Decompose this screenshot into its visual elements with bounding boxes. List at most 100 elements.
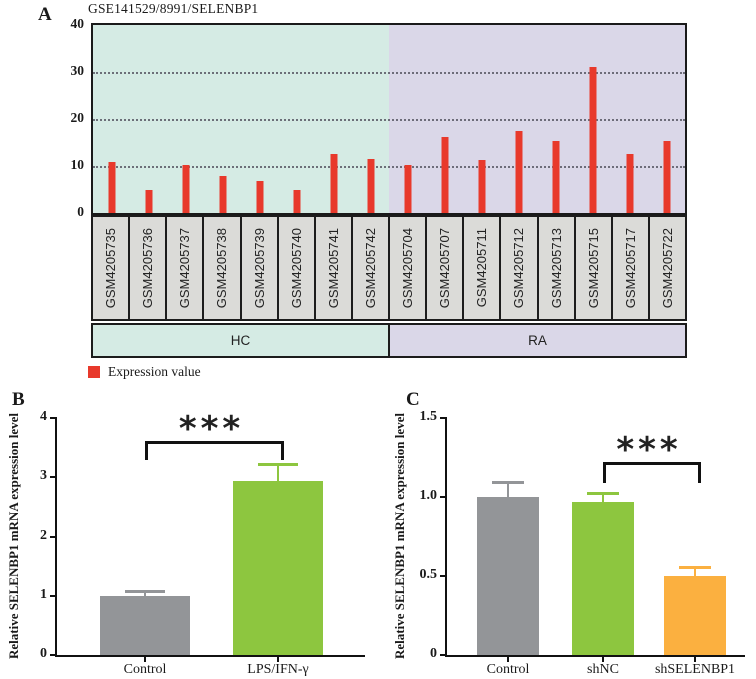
expression-bar (441, 137, 448, 213)
error-bar-cap (679, 566, 711, 570)
sample-label: GSM4205713 (548, 227, 564, 309)
panel-a-group-band: HC RA (91, 323, 687, 358)
value-bar (477, 497, 539, 655)
sample-label: GSM4205707 (437, 227, 453, 309)
sample-label-box: GSM4205712 (499, 215, 539, 321)
y-tick-mark (440, 417, 447, 419)
panel-b-label: B (12, 389, 25, 410)
error-bar-cap (258, 463, 298, 467)
sample-label: GSM4205740 (288, 227, 304, 309)
sample-label-box: GSM4205707 (425, 215, 465, 321)
error-bar-cap (125, 589, 165, 593)
y-tick-label: 0 (430, 646, 437, 661)
x-category-label: shSELENBP1 (654, 662, 736, 677)
y-tick-label: 0.5 (419, 567, 438, 582)
sample-label-box: GSM4205742 (350, 215, 390, 321)
expression-bar (108, 161, 115, 213)
y-tick-mark (50, 594, 57, 597)
error-bar-stem (602, 493, 604, 504)
x-tick-mark (277, 657, 279, 662)
value-bar (572, 501, 634, 655)
group-label-hc: HC (91, 323, 390, 358)
x-tick-mark (694, 657, 696, 662)
expression-bar (293, 190, 300, 213)
sample-label-box: GSM4205715 (573, 215, 613, 321)
y-tick-label: 1.5 (419, 409, 438, 424)
y-tick-label: 4 (40, 409, 47, 424)
panel-a-legend: Expression value (88, 364, 201, 380)
value-bar (100, 595, 190, 655)
sample-label-box: GSM4205737 (165, 215, 205, 321)
error-bar-cap (587, 491, 619, 495)
y-tick-mark (440, 496, 447, 498)
y-tick-label: 1 (40, 586, 47, 602)
sample-label: GSM4205715 (585, 227, 601, 309)
sample-label: GSM4205741 (325, 227, 341, 309)
error-bar-stem (277, 465, 279, 484)
expression-bar (478, 160, 485, 213)
y-tick-mark (50, 535, 57, 538)
panel-c-label: C (406, 389, 420, 410)
sample-label-box: GSM4205713 (536, 215, 576, 321)
expression-bar (330, 154, 337, 213)
error-bar-stem (144, 591, 146, 598)
expression-bar (219, 176, 226, 213)
expression-bar (256, 181, 263, 213)
sample-label: GSM4205739 (251, 227, 267, 309)
expression-bar (515, 130, 522, 213)
panel-a-title: GSE141529/8991/SELENBP1 (88, 1, 259, 16)
x-category-label: Control (123, 662, 167, 677)
expression-bar (663, 140, 670, 213)
y-tick-mark (50, 476, 57, 479)
sample-label-box: GSM4205722 (647, 215, 687, 321)
sample-label-box: GSM4205717 (610, 215, 650, 321)
expression-bar (367, 159, 374, 213)
panel-c-plot (445, 418, 745, 657)
x-category-label: shNC (587, 662, 619, 677)
panel-a-label: A (38, 4, 52, 25)
x-category-label: Control (486, 662, 530, 677)
value-bar (664, 576, 726, 655)
expression-bar (182, 165, 189, 213)
gridline (93, 166, 685, 168)
sample-label: GSM4205704 (400, 227, 416, 309)
legend-color-swatch (88, 366, 100, 378)
value-bar (233, 481, 323, 655)
error-bar-stem (507, 482, 509, 499)
y-tick-label: 3 (40, 468, 47, 484)
expression-bar (589, 67, 596, 213)
y-tick-mark (440, 654, 447, 656)
sample-label: GSM4205712 (511, 227, 527, 309)
panel-a-plot (91, 23, 687, 215)
legend-label: Expression value (108, 364, 201, 379)
gridline (93, 119, 685, 121)
expression-bar (626, 154, 633, 213)
y-tick-label: 40 (70, 16, 85, 31)
y-tick-mark (50, 417, 57, 419)
sample-label: GSM4205717 (622, 227, 638, 309)
significance-stars: *** (616, 430, 682, 470)
expression-bar (404, 164, 411, 213)
sample-label: GSM4205738 (214, 227, 230, 309)
gridline (93, 72, 685, 74)
significance-stars: *** (178, 409, 245, 449)
y-tick-label: 0 (40, 646, 47, 661)
y-tick-label: 0 (77, 204, 84, 219)
sample-label-box: GSM4205704 (388, 215, 428, 321)
x-tick-mark (507, 657, 509, 662)
y-tick-label: 30 (70, 63, 85, 78)
sample-label: GSM4205736 (140, 227, 156, 309)
y-tick-label: 2 (40, 527, 47, 543)
sample-label-box: GSM4205736 (128, 215, 168, 321)
sample-label-box: GSM4205738 (202, 215, 242, 321)
sample-label: GSM4205722 (659, 227, 675, 309)
sample-label-box: GSM4205740 (276, 215, 316, 321)
panel-a-sample-labels: GSM4205735 GSM4205736 GSM4205737 GSM4205738… (91, 215, 687, 321)
x-tick-mark (144, 657, 146, 662)
y-tick-mark (440, 575, 447, 577)
significance-bracket (603, 462, 701, 483)
y-tick-label: 20 (70, 110, 85, 125)
sample-label: GSM4205742 (362, 227, 378, 309)
error-bar-cap (492, 480, 524, 484)
sample-label-box: GSM4205739 (239, 215, 279, 321)
